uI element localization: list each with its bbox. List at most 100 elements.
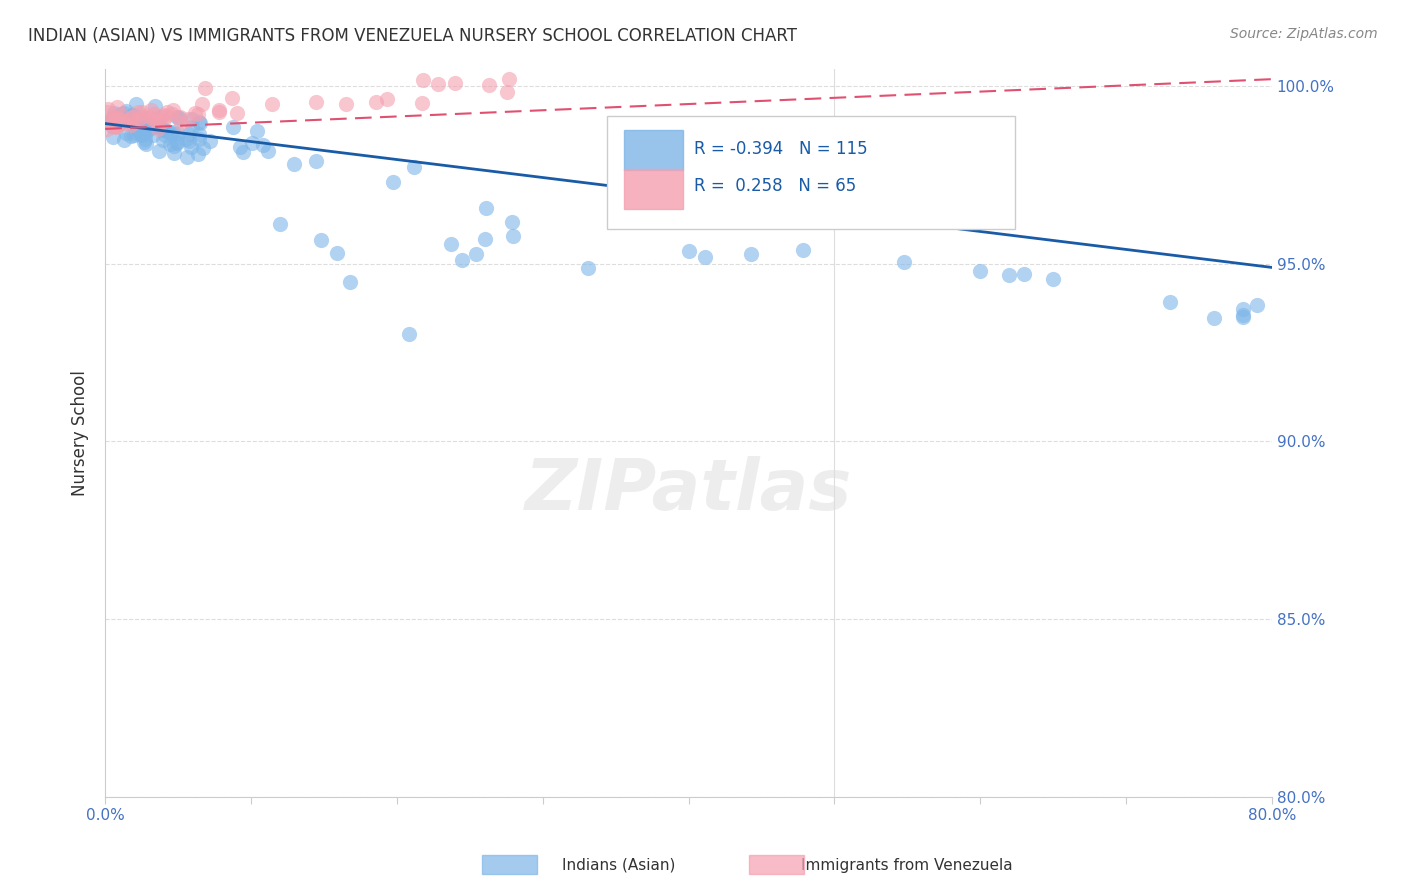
Point <box>229 140 252 154</box>
Point <box>156 124 179 138</box>
Point <box>114 116 136 130</box>
Point <box>112 133 135 147</box>
Text: R =  0.258   N = 65: R = 0.258 N = 65 <box>695 178 856 195</box>
Point <box>105 112 128 126</box>
Point <box>104 120 127 134</box>
Point <box>135 124 157 138</box>
Point <box>190 96 212 111</box>
Point <box>101 130 124 145</box>
Point <box>208 103 231 117</box>
Point <box>200 134 222 148</box>
Point <box>364 95 387 109</box>
Point <box>134 132 156 146</box>
Point <box>163 146 186 161</box>
Point <box>142 128 165 142</box>
Point <box>143 99 166 113</box>
Point <box>474 232 496 246</box>
Point <box>135 121 157 136</box>
Point <box>166 110 188 124</box>
Point <box>146 119 169 133</box>
Point <box>153 122 176 136</box>
Point <box>142 112 165 127</box>
Point <box>190 116 212 130</box>
Point <box>179 134 201 148</box>
Point <box>152 108 174 122</box>
Point <box>103 112 125 127</box>
Text: R = -0.394   N = 115: R = -0.394 N = 115 <box>695 140 868 158</box>
Point <box>678 244 700 259</box>
Point <box>246 124 269 138</box>
Point <box>404 160 426 174</box>
Point <box>160 107 183 121</box>
Point <box>110 108 132 122</box>
Point <box>260 97 283 112</box>
Point <box>444 77 467 91</box>
Point <box>103 118 125 132</box>
Point <box>138 110 160 124</box>
Point <box>162 124 184 138</box>
Point <box>125 97 148 112</box>
Point <box>97 102 120 116</box>
Point <box>131 128 153 143</box>
Point <box>252 137 274 152</box>
Point <box>134 120 156 135</box>
Point <box>121 111 143 125</box>
Point <box>187 115 209 129</box>
Point <box>104 120 127 134</box>
Point <box>440 236 463 251</box>
Point <box>187 132 209 146</box>
Point <box>502 228 524 243</box>
Point <box>122 114 145 128</box>
Point <box>1202 311 1225 326</box>
Point <box>451 253 474 268</box>
Point <box>105 119 128 133</box>
Point <box>122 118 145 132</box>
Point <box>240 136 263 151</box>
Point <box>226 106 249 120</box>
Point <box>101 111 124 125</box>
Point <box>107 116 129 130</box>
Point <box>1012 267 1035 281</box>
Point <box>1246 298 1268 312</box>
Point <box>143 112 166 127</box>
Point <box>187 147 209 161</box>
Point <box>107 119 129 133</box>
Point <box>382 175 405 189</box>
Point <box>194 80 217 95</box>
Point <box>167 112 190 126</box>
Point <box>108 112 131 126</box>
Point <box>105 100 128 114</box>
Text: Indians (Asian): Indians (Asian) <box>562 858 676 872</box>
Point <box>177 127 200 141</box>
Point <box>120 128 142 143</box>
Point <box>148 145 170 159</box>
Point <box>1159 295 1181 310</box>
Point <box>169 110 191 124</box>
Point <box>125 126 148 140</box>
Point <box>160 126 183 140</box>
FancyBboxPatch shape <box>607 116 1015 228</box>
Point <box>115 127 138 141</box>
Point <box>180 140 202 154</box>
Point <box>326 246 349 260</box>
Point <box>127 123 149 137</box>
Point <box>1232 308 1254 322</box>
Point <box>398 327 420 342</box>
Point <box>153 128 176 143</box>
Point <box>112 105 135 120</box>
Point <box>496 85 519 99</box>
Point <box>576 261 599 276</box>
Point <box>114 103 136 118</box>
Point <box>1232 310 1254 325</box>
Point <box>103 106 125 120</box>
Point <box>156 104 179 119</box>
Point <box>132 109 155 123</box>
Point <box>162 103 184 118</box>
Point <box>108 117 131 131</box>
Point <box>152 123 174 137</box>
Point <box>105 115 128 129</box>
Point <box>98 115 121 129</box>
Point <box>181 120 204 134</box>
Point <box>121 110 143 124</box>
Point <box>139 103 162 117</box>
